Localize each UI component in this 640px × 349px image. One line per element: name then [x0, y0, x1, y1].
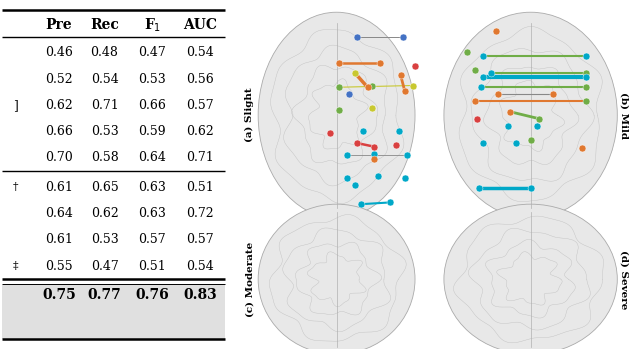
- Text: 0.54: 0.54: [91, 73, 118, 86]
- Text: ‡: ‡: [13, 261, 19, 271]
- Text: AUC: AUC: [183, 18, 217, 32]
- Text: 0.51: 0.51: [138, 260, 166, 273]
- Text: ]: ]: [13, 99, 19, 112]
- Text: 0.61: 0.61: [45, 233, 73, 246]
- Text: 0.65: 0.65: [91, 181, 118, 194]
- Text: 0.71: 0.71: [186, 151, 214, 164]
- Text: 0.63: 0.63: [138, 181, 166, 194]
- Text: 0.51: 0.51: [186, 181, 214, 194]
- Text: 0.58: 0.58: [91, 151, 118, 164]
- Text: 0.70: 0.70: [45, 151, 73, 164]
- Text: 0.56: 0.56: [186, 73, 214, 86]
- Text: 0.66: 0.66: [45, 125, 73, 138]
- Text: 0.59: 0.59: [138, 125, 166, 138]
- Text: Pre: Pre: [45, 18, 72, 32]
- Text: 0.54: 0.54: [186, 260, 214, 273]
- Text: 0.55: 0.55: [45, 260, 73, 273]
- Text: 0.53: 0.53: [91, 125, 118, 138]
- Text: 0.64: 0.64: [138, 151, 166, 164]
- Ellipse shape: [258, 204, 415, 349]
- Text: 0.57: 0.57: [186, 99, 214, 112]
- Text: 0.48: 0.48: [91, 46, 118, 59]
- Text: 0.46: 0.46: [45, 46, 73, 59]
- Text: (b) Mild: (b) Mild: [619, 92, 628, 139]
- Text: 0.77: 0.77: [88, 288, 122, 302]
- Text: 0.57: 0.57: [138, 233, 166, 246]
- Ellipse shape: [444, 204, 618, 349]
- Text: (a) Slight: (a) Slight: [245, 88, 255, 142]
- Text: 0.63: 0.63: [138, 207, 166, 220]
- Text: 0.71: 0.71: [91, 99, 118, 112]
- Bar: [3, 285, 225, 339]
- Text: 0.52: 0.52: [45, 73, 73, 86]
- Text: 0.47: 0.47: [138, 46, 166, 59]
- Text: 0.54: 0.54: [186, 46, 214, 59]
- Text: 0.62: 0.62: [91, 207, 118, 220]
- Text: 0.72: 0.72: [186, 207, 214, 220]
- Text: 0.47: 0.47: [91, 260, 118, 273]
- Ellipse shape: [444, 12, 618, 218]
- Text: (d) Severe: (d) Severe: [619, 250, 628, 309]
- Text: 0.61: 0.61: [45, 181, 73, 194]
- Text: 0.62: 0.62: [186, 125, 214, 138]
- Text: 0.83: 0.83: [183, 288, 217, 302]
- Text: 0.53: 0.53: [138, 73, 166, 86]
- Text: 0.53: 0.53: [91, 233, 118, 246]
- Text: 0.75: 0.75: [42, 288, 76, 302]
- Text: (c) Moderate: (c) Moderate: [245, 242, 255, 317]
- Ellipse shape: [258, 12, 415, 218]
- Text: 0.62: 0.62: [45, 99, 73, 112]
- Text: †: †: [13, 183, 19, 192]
- Text: 0.76: 0.76: [135, 288, 169, 302]
- Text: Rec: Rec: [90, 18, 119, 32]
- Text: 0.57: 0.57: [186, 233, 214, 246]
- Text: 0.64: 0.64: [45, 207, 73, 220]
- Text: 0.66: 0.66: [138, 99, 166, 112]
- Text: F$_1$: F$_1$: [143, 16, 161, 34]
